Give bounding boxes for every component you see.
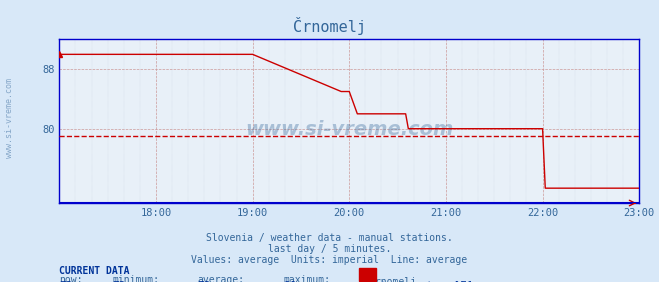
Text: last day / 5 minutes.: last day / 5 minutes. <box>268 244 391 254</box>
Text: Črnomelj: Črnomelj <box>293 17 366 35</box>
Text: www.si-vreme.com: www.si-vreme.com <box>245 120 453 139</box>
Text: Črnomelj: Črnomelj <box>369 275 416 282</box>
Text: now:: now: <box>59 275 83 282</box>
Text: maximum:: maximum: <box>283 275 330 282</box>
Text: Values: average  Units: imperial  Line: average: Values: average Units: imperial Line: av… <box>191 255 468 265</box>
Text: 72: 72 <box>112 281 125 282</box>
Text: minimum:: minimum: <box>112 275 159 282</box>
Text: www.si-vreme.com: www.si-vreme.com <box>5 78 14 158</box>
Text: 79: 79 <box>198 281 211 282</box>
Text: average:: average: <box>198 275 244 282</box>
Text: 90: 90 <box>283 281 297 282</box>
Text: temperature[F]: temperature[F] <box>379 281 473 282</box>
Text: Slovenia / weather data - manual stations.: Slovenia / weather data - manual station… <box>206 233 453 243</box>
Text: 72: 72 <box>59 281 72 282</box>
Text: CURRENT DATA: CURRENT DATA <box>59 266 130 276</box>
